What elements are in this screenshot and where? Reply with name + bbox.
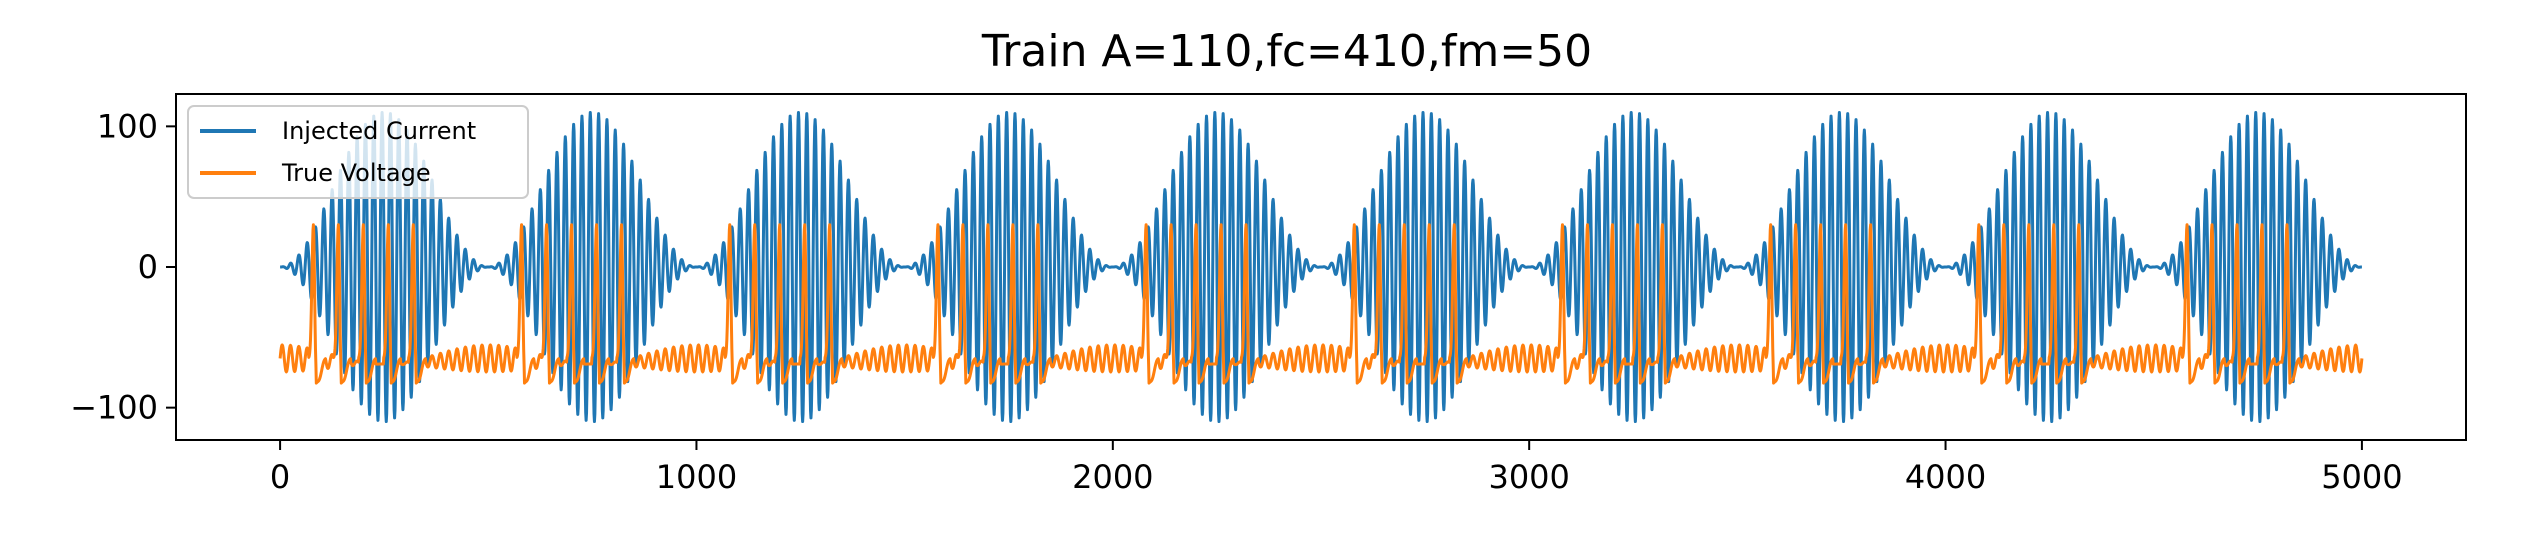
series-line-injected-current [279,110,2363,424]
x-tick-label: 1000 [656,458,737,496]
legend-label: Injected Current [282,117,476,145]
y-axis: 100 0 −100 [70,107,176,427]
y-tick-label: −100 [70,389,158,427]
legend-label: True Voltage [281,159,431,187]
legend: Injected Current True Voltage [187,105,529,199]
x-axis: 0 1000 2000 3000 4000 5000 [270,440,2403,496]
chart-title: Train A=110,fc=410,fm=50 [981,26,1592,77]
x-tick-label: 4000 [1905,458,1986,496]
x-tick-label: 0 [270,458,290,496]
series-line-true-voltage [278,223,2364,385]
y-tick-label: 100 [97,107,158,145]
x-tick-label: 5000 [2321,458,2402,496]
x-tick-label: 3000 [1488,458,1569,496]
y-tick-label: 0 [138,248,158,286]
legend-box [187,105,529,199]
x-tick-label: 2000 [1072,458,1153,496]
series-layer [278,110,2364,424]
